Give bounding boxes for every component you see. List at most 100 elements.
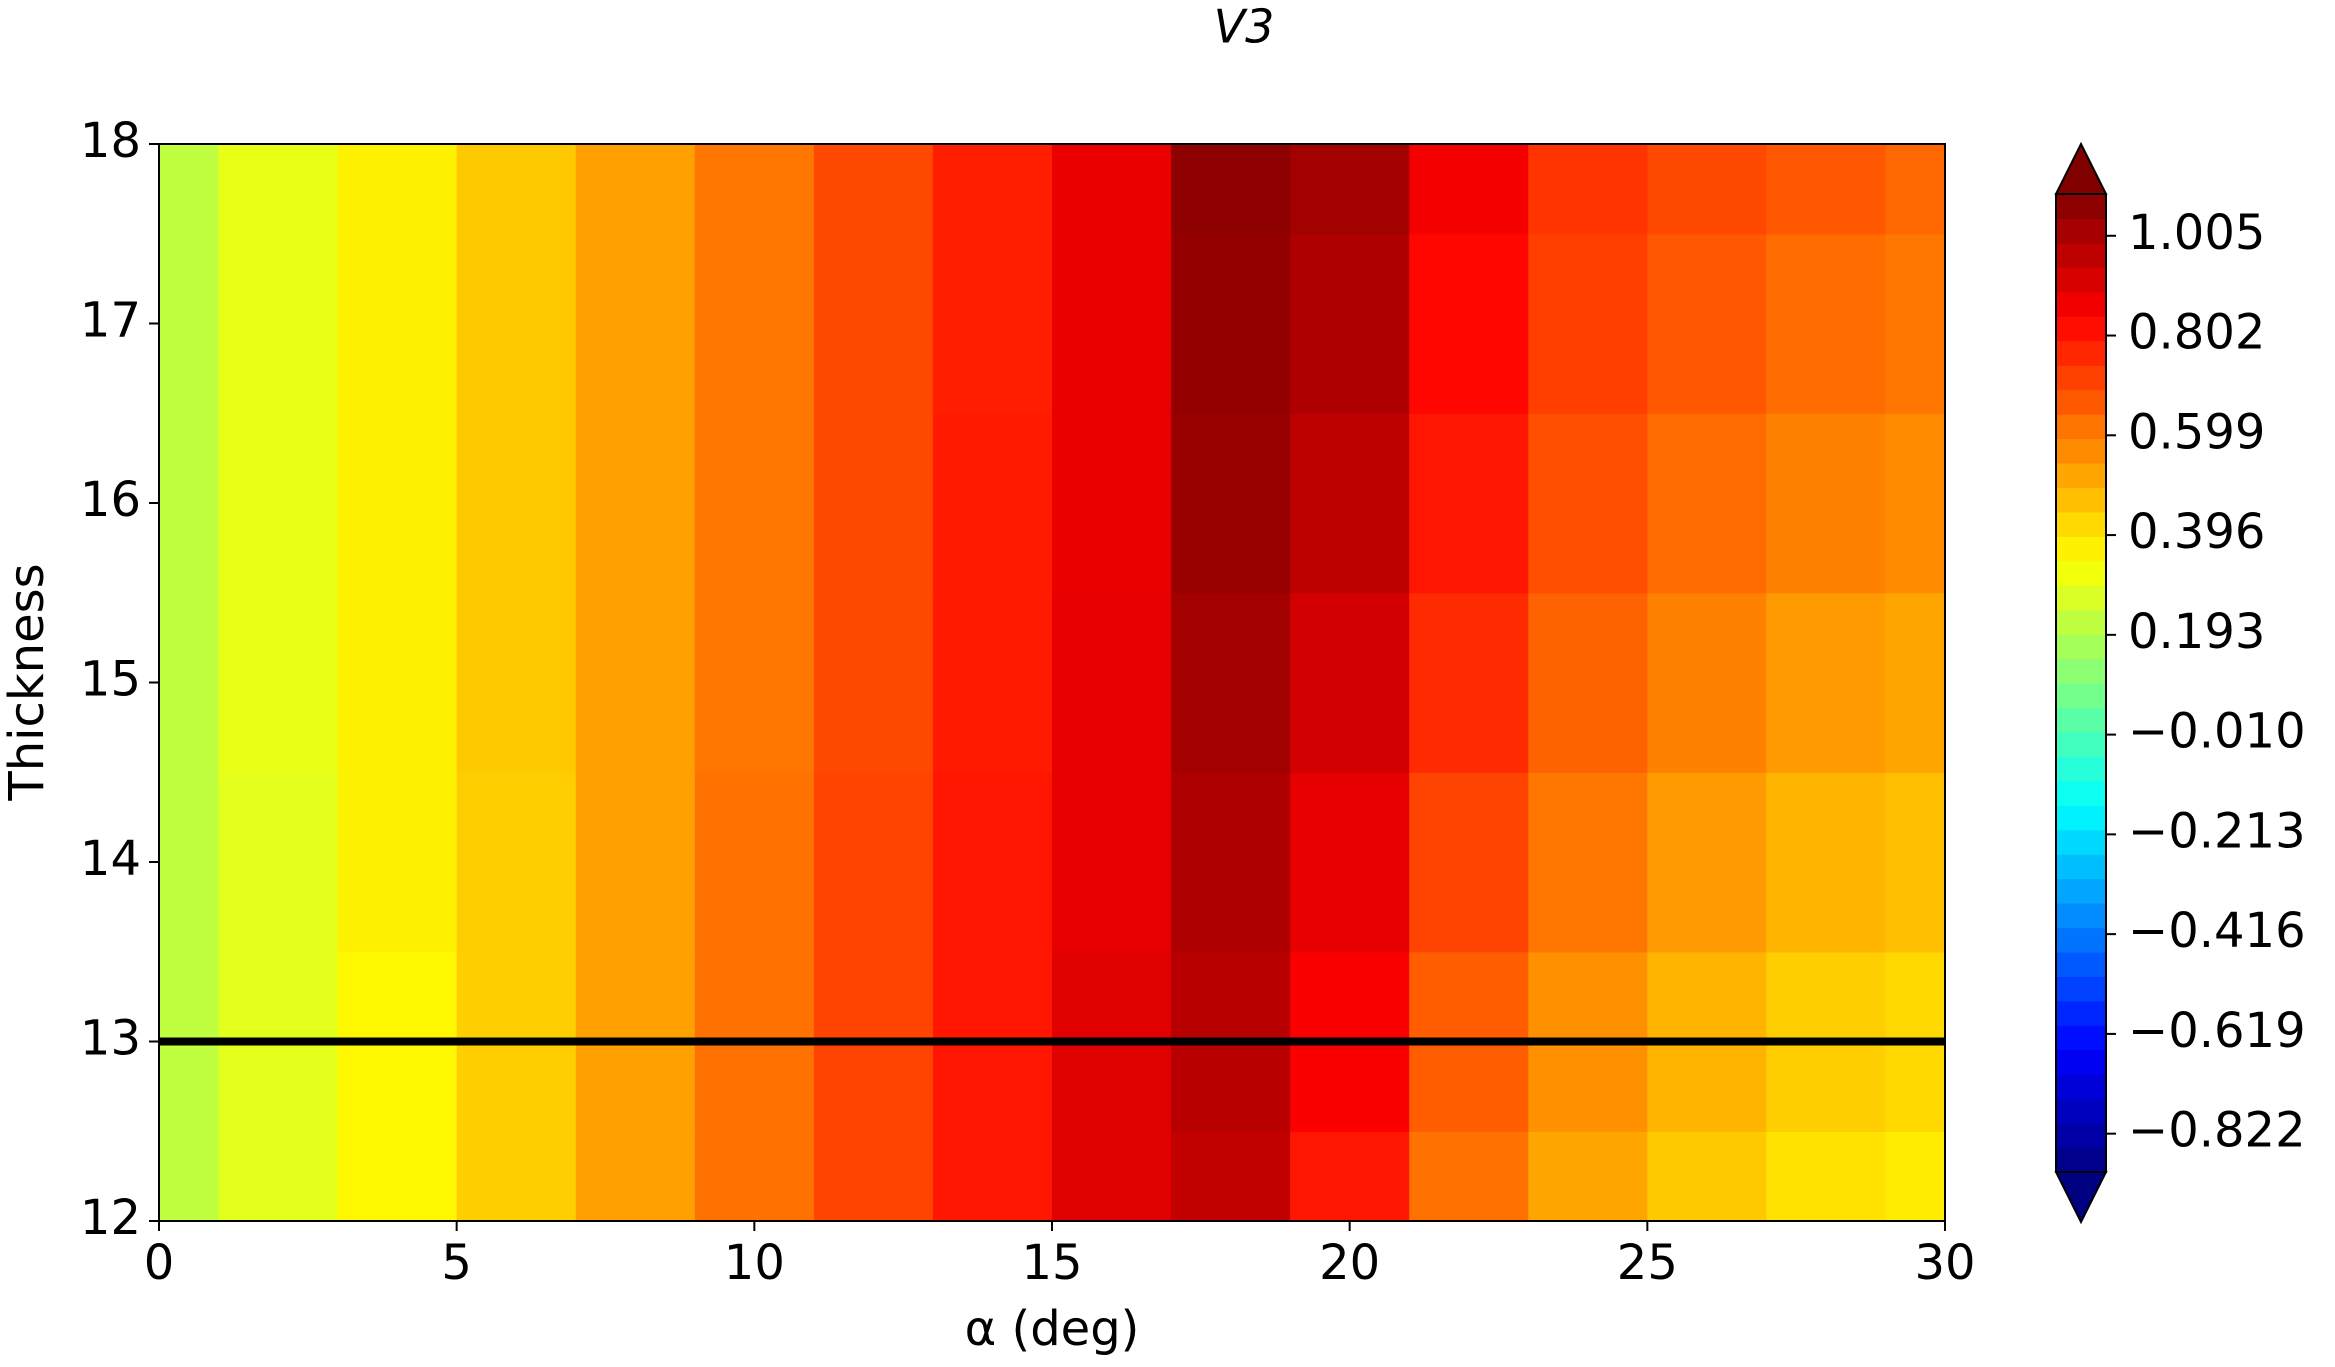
contour-cell (337, 592, 458, 773)
x-tick-label: 25 (1617, 1235, 1678, 1291)
contour-cell (1766, 1131, 1887, 1222)
contour-cell (1766, 772, 1887, 953)
contour-cell (1528, 233, 1648, 414)
colorbar-tick-label: 1.005 (2128, 205, 2265, 261)
colorbar-tick-label: 0.193 (2128, 604, 2265, 660)
colorbar-tick-label: 0.802 (2128, 305, 2265, 361)
contour-cell (337, 233, 458, 414)
contour-cell (1171, 1131, 1291, 1222)
y-tick-label: 15 (80, 652, 141, 708)
contour-cell (1290, 1131, 1410, 1222)
colorbar-segment (2056, 780, 2106, 806)
contour-cell (1528, 772, 1648, 953)
contour-cell (1528, 1131, 1648, 1222)
contour-cell (1052, 233, 1172, 414)
colorbar-segment (2056, 438, 2106, 464)
contour-cell (1171, 413, 1291, 594)
contour-cell (159, 772, 220, 953)
contour-cell (1409, 592, 1529, 773)
contour-cell (1290, 233, 1410, 414)
colorbar-segment (2056, 1049, 2106, 1075)
colorbar-segment (2056, 756, 2106, 782)
contour-cell (159, 1131, 220, 1222)
contour-cell (1766, 413, 1887, 594)
contour-cell (1885, 772, 1946, 953)
x-tick-label: 30 (1914, 1235, 1975, 1291)
contour-cell (456, 413, 577, 594)
colorbar-tick-label: −0.010 (2128, 704, 2306, 760)
colorbar-tick-label: 0.396 (2128, 504, 2265, 560)
contour-cell (1052, 592, 1172, 773)
contour-cell (1528, 592, 1648, 773)
contour-cell (456, 144, 577, 235)
contour-cell (337, 144, 458, 235)
x-tick-label: 0 (144, 1235, 175, 1291)
contour-cell (1885, 233, 1946, 414)
contour-cell (813, 1131, 934, 1222)
contour-cell (1052, 144, 1172, 235)
contour-cell (813, 144, 934, 235)
y-tick-label: 16 (80, 472, 141, 528)
colorbar-extend-top (2054, 141, 2108, 195)
colorbar-segment (2056, 903, 2106, 929)
contour-cell (932, 413, 1053, 594)
contour-cell (159, 592, 220, 773)
y-tick-label: 18 (80, 113, 141, 169)
contour-cell (1290, 144, 1410, 235)
contour-cell (694, 413, 815, 594)
y-tick-label: 13 (80, 1011, 141, 1067)
colorbar-segment (2056, 731, 2106, 757)
contour-cell (575, 233, 696, 414)
colorbar-segment (2056, 1147, 2106, 1173)
contour-cell (218, 144, 339, 235)
colorbar-segment (2056, 927, 2106, 953)
contour-cell (1290, 772, 1410, 953)
contour-cell (694, 144, 815, 235)
contour-cell (1052, 772, 1172, 953)
contour-cell (1647, 1131, 1767, 1222)
contour-cell (1647, 233, 1767, 414)
colorbar-segment (2056, 634, 2106, 660)
contour-cell (1766, 233, 1887, 414)
contour-cell (813, 413, 934, 594)
y-axis-label: Thickness (0, 563, 55, 801)
contour-cell (1647, 413, 1767, 594)
contour-cell (1766, 144, 1887, 235)
contour-cell (1885, 144, 1946, 235)
colorbar-segment (2056, 707, 2106, 733)
contour-cell (337, 413, 458, 594)
colorbar-segment (2056, 291, 2106, 317)
contour-cell (337, 772, 458, 953)
colorbar-segment (2056, 1074, 2106, 1100)
contour-cell (694, 233, 815, 414)
colorbar-segment (2056, 805, 2106, 831)
contour-cell (1647, 592, 1767, 773)
colorbar-frame (2055, 193, 2107, 1173)
colorbar-segment (2056, 1000, 2106, 1026)
contour-cell (694, 772, 815, 953)
colorbar-segment (2056, 511, 2106, 537)
colorbar-segment (2056, 976, 2106, 1002)
contour-cell (218, 772, 339, 953)
contour-cell (1409, 233, 1529, 414)
contour-cell (1171, 233, 1291, 414)
contour-cell (456, 233, 577, 414)
contour-cell (932, 1131, 1053, 1222)
colorbar-segment (2056, 316, 2106, 342)
contour-cell (932, 233, 1053, 414)
colorbar-tick-label: −0.213 (2128, 803, 2306, 859)
colorbar-segment (2056, 487, 2106, 513)
colorbar-segment (2056, 194, 2106, 220)
colorbar-tick-label: −0.822 (2128, 1103, 2306, 1159)
contour-cell (456, 1131, 577, 1222)
x-tick-label: 15 (1021, 1235, 1082, 1291)
chart-title: V3 (1214, 0, 1275, 54)
contour-cell (1528, 144, 1648, 235)
contour-cell (1647, 772, 1767, 953)
contour-cell (159, 144, 220, 235)
colorbar-segment (2056, 658, 2106, 684)
contour-cell (1885, 413, 1946, 594)
contour-cell (218, 233, 339, 414)
contour-cell (575, 1131, 696, 1222)
